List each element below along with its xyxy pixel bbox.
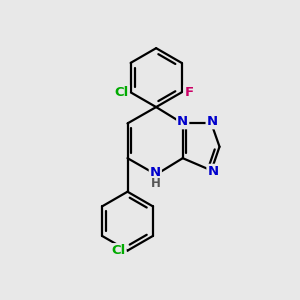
Text: N: N	[177, 115, 188, 128]
Text: N: N	[207, 165, 218, 178]
Text: F: F	[184, 86, 194, 99]
Text: Cl: Cl	[111, 244, 126, 257]
Text: H: H	[150, 177, 160, 190]
Text: Cl: Cl	[115, 86, 129, 99]
Text: N: N	[207, 115, 218, 128]
Text: N: N	[150, 167, 161, 179]
